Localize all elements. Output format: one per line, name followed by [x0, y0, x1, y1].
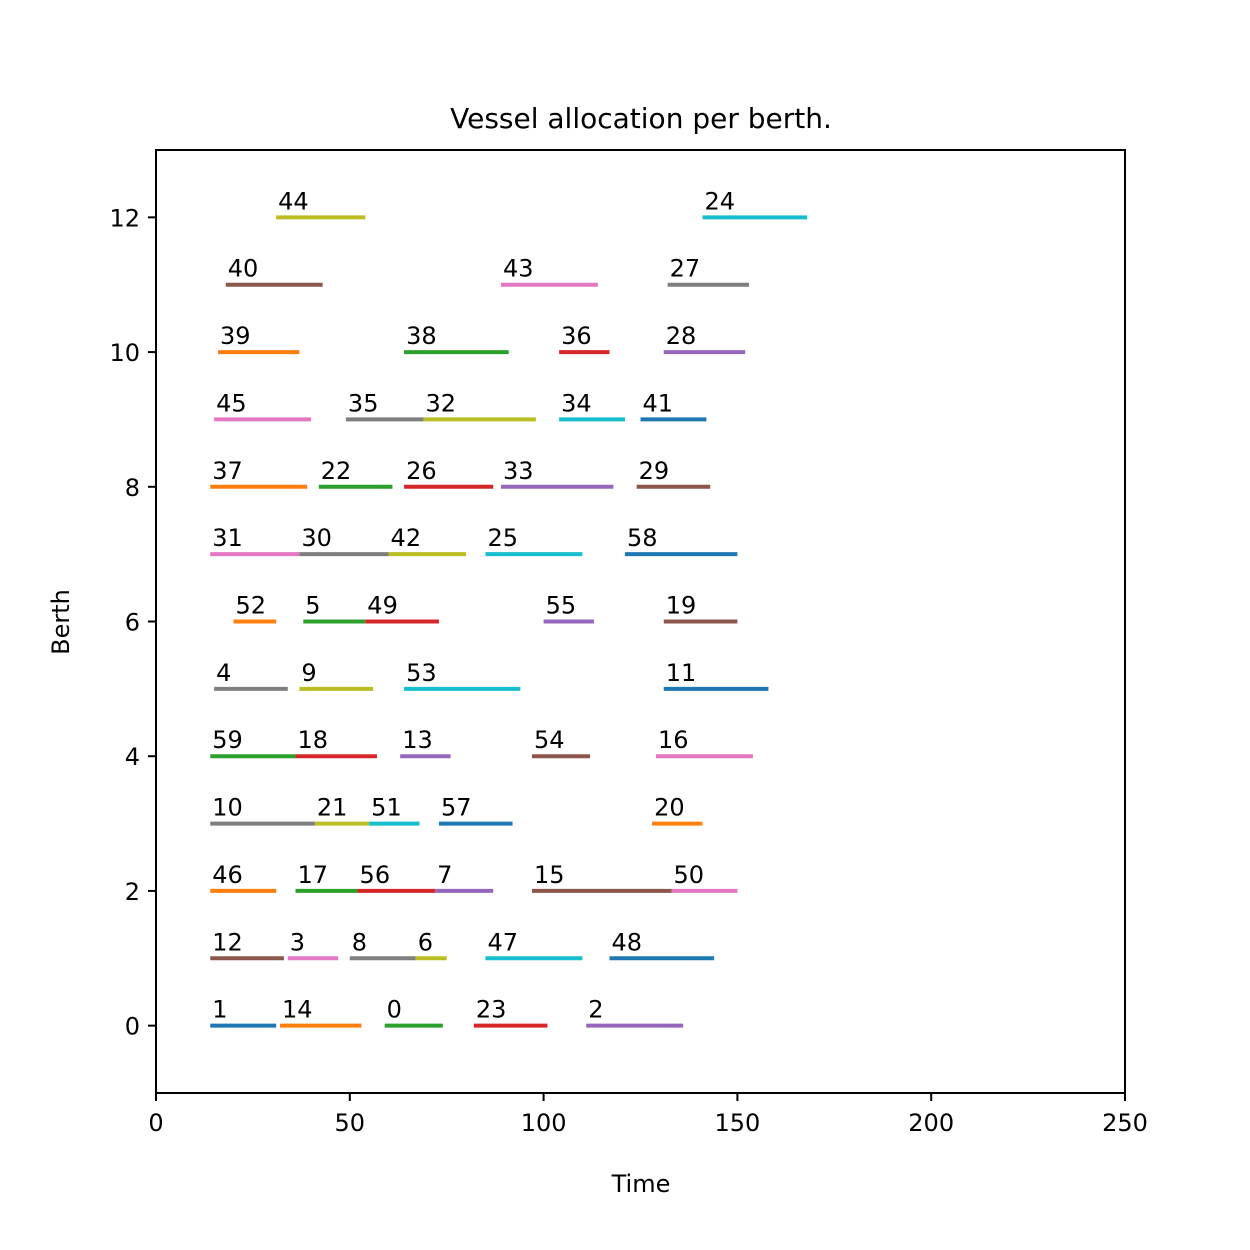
- vessel-label-7: 7: [437, 861, 452, 889]
- vessel-label-31: 31: [212, 524, 243, 552]
- vessel-label-59: 59: [212, 726, 243, 754]
- vessel-label-42: 42: [391, 524, 422, 552]
- vessel-label-55: 55: [546, 592, 577, 620]
- vessel-label-0: 0: [387, 996, 402, 1024]
- vessel-label-43: 43: [503, 255, 534, 283]
- vessel-label-4: 4: [216, 659, 231, 687]
- vessel-label-1: 1: [212, 996, 227, 1024]
- vessel-label-5: 5: [305, 592, 320, 620]
- vessel-label-10: 10: [212, 794, 243, 822]
- vessel-label-57: 57: [441, 794, 472, 822]
- y-tick-label: 12: [109, 204, 140, 232]
- vessel-label-39: 39: [220, 322, 251, 350]
- x-tick-label: 0: [148, 1109, 163, 1137]
- vessel-label-26: 26: [406, 457, 437, 485]
- vessel-label-52: 52: [236, 592, 267, 620]
- vessel-label-19: 19: [666, 592, 697, 620]
- x-tick-label: 200: [908, 1109, 954, 1137]
- vessel-label-3: 3: [290, 928, 305, 956]
- vessel-label-45: 45: [216, 389, 247, 417]
- y-axis-ticks: 0 2 4 6 8 10 12: [109, 204, 156, 1041]
- vessel-label-38: 38: [406, 322, 437, 350]
- vessel-label-49: 49: [367, 592, 398, 620]
- vessel-label-40: 40: [228, 255, 259, 283]
- vessel-label-51: 51: [371, 794, 402, 822]
- x-tick-label: 50: [335, 1109, 366, 1137]
- vessel-label-29: 29: [639, 457, 670, 485]
- vessel-label-48: 48: [611, 928, 642, 956]
- y-tick-label: 10: [109, 339, 140, 367]
- x-axis-ticks: 0 50 100 150 200 250: [148, 1093, 1148, 1137]
- vessel-label-50: 50: [674, 861, 705, 889]
- vessel-label-28: 28: [666, 322, 697, 350]
- vessel-label-30: 30: [301, 524, 332, 552]
- x-tick-label: 100: [521, 1109, 567, 1137]
- vessel-label-6: 6: [418, 928, 433, 956]
- y-tick-label: 6: [125, 609, 140, 637]
- chart-title: Vessel allocation per berth.: [450, 102, 832, 135]
- y-tick-label: 0: [125, 1013, 140, 1041]
- x-tick-label: 150: [714, 1109, 760, 1137]
- vessel-label-15: 15: [534, 861, 565, 889]
- vessel-label-2: 2: [588, 996, 603, 1024]
- vessel-label-13: 13: [402, 726, 433, 754]
- vessel-label-23: 23: [476, 996, 507, 1024]
- vessel-label-47: 47: [487, 928, 518, 956]
- y-tick-label: 2: [125, 878, 140, 906]
- vessel-label-11: 11: [666, 659, 697, 687]
- vessel-label-12: 12: [212, 928, 243, 956]
- vessel-label-54: 54: [534, 726, 565, 754]
- vessel-label-36: 36: [561, 322, 592, 350]
- y-tick-label: 8: [125, 474, 140, 502]
- vessel-label-16: 16: [658, 726, 689, 754]
- vessel-label-46: 46: [212, 861, 243, 889]
- vessel-label-20: 20: [654, 794, 685, 822]
- vessel-label-34: 34: [561, 389, 592, 417]
- vessel-label-33: 33: [503, 457, 534, 485]
- vessel-label-24: 24: [705, 187, 736, 215]
- vessel-label-35: 35: [348, 389, 379, 417]
- x-axis-label: Time: [611, 1170, 671, 1198]
- vessel-label-17: 17: [298, 861, 329, 889]
- vessel-label-14: 14: [282, 996, 313, 1024]
- vessel-label-32: 32: [425, 389, 456, 417]
- vessel-label-9: 9: [301, 659, 316, 687]
- vessel-label-53: 53: [406, 659, 437, 687]
- vessel-label-41: 41: [643, 389, 674, 417]
- x-tick-label: 250: [1102, 1109, 1148, 1137]
- vessel-label-56: 56: [360, 861, 391, 889]
- vessel-label-44: 44: [278, 187, 309, 215]
- vessel-label-8: 8: [352, 928, 367, 956]
- vessel-label-22: 22: [321, 457, 352, 485]
- vessel-label-58: 58: [627, 524, 658, 552]
- y-axis-label: Berth: [47, 589, 75, 655]
- vessel-label-27: 27: [670, 255, 701, 283]
- y-tick-label: 4: [125, 743, 140, 771]
- vessel-label-18: 18: [298, 726, 329, 754]
- vessel-label-21: 21: [317, 794, 348, 822]
- vessel-label-25: 25: [487, 524, 518, 552]
- vessel-label-37: 37: [212, 457, 243, 485]
